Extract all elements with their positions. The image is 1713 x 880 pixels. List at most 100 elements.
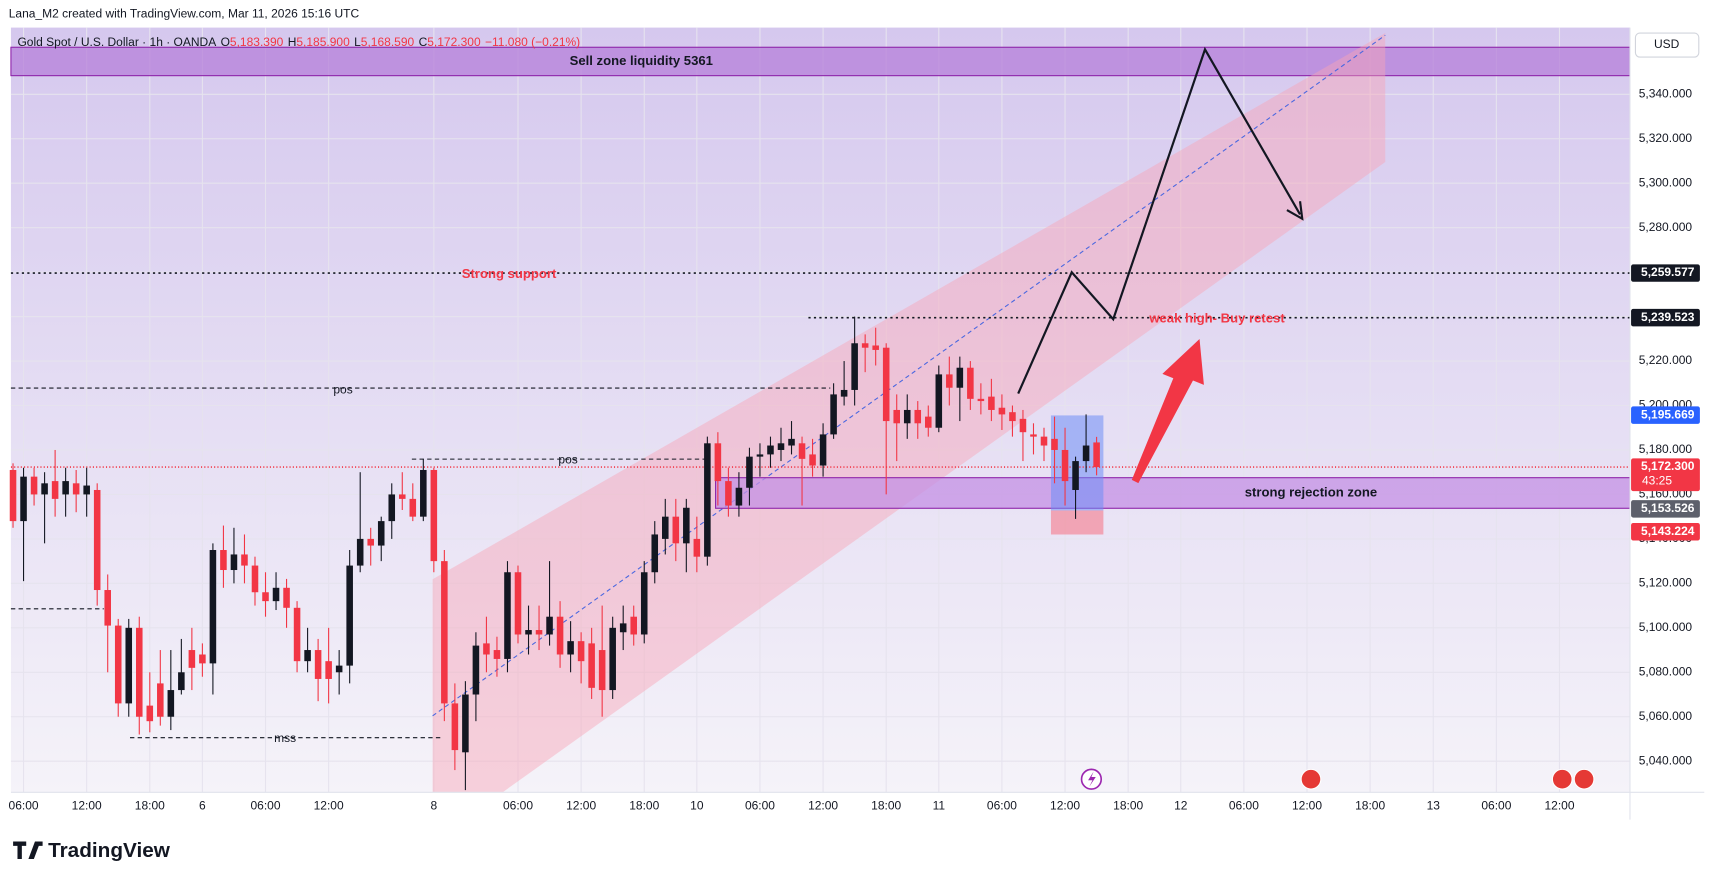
candle-body — [1030, 434, 1037, 437]
annotation: pos — [333, 382, 352, 396]
sell-zone — [10, 46, 1631, 77]
candle-body — [830, 394, 837, 435]
price-label: 5,195.669 — [1641, 407, 1695, 421]
y-tick-label: 5,280.000 — [1639, 220, 1693, 234]
currency-button[interactable] — [1634, 32, 1700, 58]
candle-body — [367, 538, 374, 546]
credit: Lana_M2 created with TradingView.com, Ma… — [9, 7, 360, 21]
candle-body — [41, 483, 48, 495]
candle-body — [325, 661, 332, 679]
candle-body — [146, 705, 154, 722]
ohlc-value: 5,168.590 — [361, 35, 415, 49]
y-tick-label: 5,300.000 — [1639, 175, 1693, 189]
candle-body — [577, 641, 585, 662]
x-tick-label: 18:00 — [1113, 799, 1143, 813]
candle-body — [609, 627, 616, 691]
candle-body — [535, 630, 543, 635]
event-flag[interactable] — [1551, 768, 1573, 790]
x-tick-label: 12:00 — [808, 799, 838, 813]
candle-body — [388, 494, 396, 522]
candle-body — [262, 592, 269, 602]
candle-body — [546, 616, 553, 635]
buy-arrow — [1131, 338, 1204, 484]
event-flag[interactable] — [1300, 768, 1322, 790]
candle-body — [483, 643, 490, 655]
x-tick-label: 13 — [1427, 799, 1441, 813]
candle-body — [1009, 412, 1016, 422]
x-tick-label: 18:00 — [1355, 799, 1385, 813]
candle-body — [525, 630, 532, 635]
candle-body — [304, 650, 311, 662]
x-tick-label: 06:00 — [987, 799, 1017, 813]
candle-body — [72, 483, 80, 495]
price-label-box — [1631, 500, 1700, 518]
candle-body — [314, 650, 322, 679]
y-tick-label: 5,220.000 — [1639, 353, 1693, 367]
candle-body — [809, 454, 816, 466]
candle-body — [935, 374, 943, 428]
candle-body — [409, 498, 417, 517]
candle-body — [135, 627, 143, 717]
candle-body — [756, 454, 764, 457]
candle-body — [861, 343, 869, 348]
candle-body — [767, 445, 774, 455]
candle-body — [30, 476, 38, 495]
candle-body — [220, 550, 227, 571]
x-tick-label: 12:00 — [1544, 799, 1574, 813]
x-tick-label: 06:00 — [1229, 799, 1259, 813]
x-tick-label: 11 — [933, 799, 946, 813]
ohlc-value: 5,172.300 — [427, 35, 481, 49]
candle-body — [230, 554, 238, 571]
candle-body — [157, 683, 164, 717]
candle-body — [125, 627, 133, 704]
candle-body — [114, 625, 122, 704]
candle-body — [9, 469, 17, 522]
x-tick-label: 18:00 — [871, 799, 901, 813]
brand-logo — [13, 841, 43, 859]
x-tick-label: 8 — [430, 799, 437, 813]
annotation: Strong support — [462, 266, 557, 281]
x-tick-label: 12:00 — [566, 799, 596, 813]
x-tick-label: 06:00 — [9, 799, 39, 813]
candle-body — [840, 389, 848, 397]
y-tick-label: 5,080.000 — [1639, 664, 1693, 678]
annotation: weak high- Buy retest — [1148, 311, 1285, 326]
x-tick-label: 12:00 — [314, 799, 344, 813]
candle-body — [283, 587, 290, 608]
x-tick-label: 12:00 — [1292, 799, 1322, 813]
candle-body — [693, 538, 701, 557]
candle-body — [683, 507, 690, 544]
candle-body — [20, 476, 27, 522]
candle-body — [977, 398, 985, 402]
candle-body — [777, 443, 785, 450]
event-flag[interactable] — [1573, 768, 1595, 790]
candle-body — [893, 409, 900, 424]
currency[interactable]: USD — [1654, 37, 1680, 51]
candle-body — [588, 643, 595, 688]
ohlc-value: 5,185.900 — [296, 35, 350, 49]
candle-body — [441, 561, 448, 704]
y-tick-label: 5,320.000 — [1639, 131, 1693, 145]
price-label-box — [1631, 522, 1700, 541]
x-tick-label: 06:00 — [745, 799, 775, 813]
candle-body — [335, 665, 343, 673]
brand: TradingView — [48, 839, 171, 862]
candle-body — [872, 345, 879, 350]
y-tick-label: 5,060.000 — [1639, 709, 1693, 723]
candle-body — [504, 572, 511, 659]
candle-body — [640, 572, 648, 635]
projection-path — [1017, 46, 1301, 395]
ohlc-key: L — [354, 35, 361, 49]
candle-body — [188, 650, 196, 668]
candle-body — [598, 650, 606, 691]
candle-body — [619, 623, 627, 633]
candle-body — [209, 550, 217, 664]
candle-body — [746, 456, 753, 488]
candle-body — [493, 650, 501, 659]
candle-body — [661, 516, 669, 539]
candle-body — [946, 374, 953, 388]
annotation: Sell zone liquidity 5361 — [570, 53, 713, 68]
candle-body — [451, 703, 459, 751]
y-tick-label: 5,340.000 — [1639, 86, 1693, 100]
